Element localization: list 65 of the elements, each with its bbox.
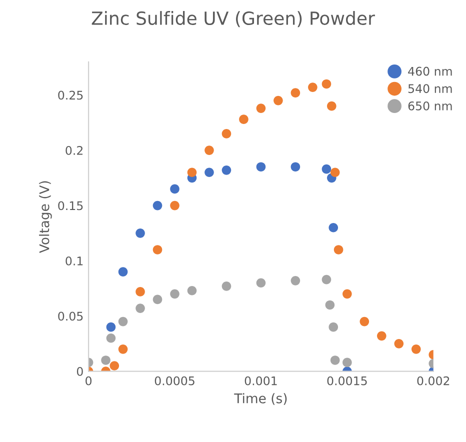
point bbox=[394, 338, 404, 348]
point bbox=[256, 162, 266, 172]
point bbox=[101, 356, 110, 365]
x-tick-label: 0.0005 bbox=[154, 376, 194, 386]
point bbox=[118, 267, 128, 276]
point bbox=[411, 344, 421, 354]
point bbox=[222, 129, 232, 138]
y-axis-title: Voltage (V) bbox=[39, 181, 52, 253]
point bbox=[328, 222, 338, 232]
y-tick-label: 0.05 bbox=[58, 312, 83, 321]
point bbox=[170, 200, 180, 210]
point bbox=[322, 164, 332, 174]
point bbox=[152, 200, 162, 210]
legend-label: 650 nm bbox=[408, 101, 452, 110]
point bbox=[290, 276, 300, 286]
point bbox=[118, 344, 128, 354]
chart-title: Zinc Sulfide UV (Green) Powder bbox=[92, 11, 375, 28]
point bbox=[136, 228, 145, 238]
point bbox=[290, 88, 300, 98]
point bbox=[204, 168, 214, 178]
point bbox=[170, 289, 180, 299]
point bbox=[110, 361, 120, 370]
x-tick-label: 0.0015 bbox=[327, 376, 367, 386]
point bbox=[328, 322, 338, 332]
point bbox=[342, 289, 352, 299]
point bbox=[106, 322, 116, 332]
y-tick-label: 0.1 bbox=[66, 256, 83, 266]
point bbox=[106, 333, 116, 343]
point bbox=[256, 104, 266, 113]
point bbox=[326, 101, 336, 111]
point bbox=[170, 184, 180, 194]
point bbox=[322, 79, 332, 89]
point bbox=[222, 166, 232, 175]
point bbox=[152, 294, 162, 304]
point bbox=[290, 162, 300, 172]
point bbox=[334, 245, 344, 254]
point bbox=[136, 304, 145, 313]
point bbox=[187, 286, 197, 296]
point bbox=[187, 168, 197, 178]
x-axis-title: Time (s) bbox=[234, 393, 287, 405]
point bbox=[330, 356, 340, 365]
point bbox=[342, 358, 352, 368]
y-tick-label: 0.15 bbox=[58, 201, 83, 210]
point bbox=[152, 245, 162, 254]
x-tick-label: 0.002 bbox=[417, 376, 450, 386]
y-tick-label: 0.2 bbox=[66, 146, 82, 155]
point bbox=[274, 96, 283, 106]
legend-label: 460 nm bbox=[408, 66, 452, 76]
point bbox=[308, 82, 318, 92]
point bbox=[376, 331, 386, 341]
point bbox=[239, 114, 248, 124]
y-tick-label: 0.25 bbox=[58, 90, 83, 100]
x-tick-label: 0.001 bbox=[244, 376, 277, 386]
legend-label: 540 nm bbox=[408, 84, 452, 94]
x-tick-label: 0 bbox=[86, 376, 92, 386]
point bbox=[325, 300, 335, 310]
point bbox=[136, 287, 145, 296]
point bbox=[256, 278, 266, 288]
point bbox=[360, 316, 370, 326]
point bbox=[222, 282, 232, 291]
point bbox=[330, 168, 340, 178]
y-tick-label: 0 bbox=[76, 367, 83, 376]
point bbox=[118, 316, 128, 326]
point bbox=[322, 274, 332, 284]
point bbox=[204, 146, 214, 155]
